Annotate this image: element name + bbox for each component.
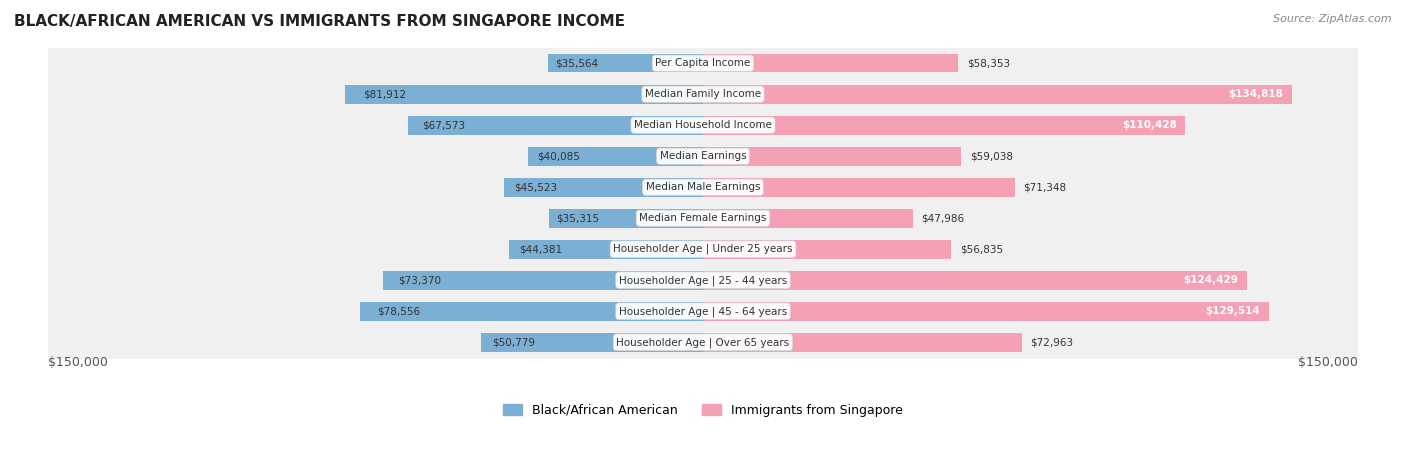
Bar: [382, 271, 703, 290]
Text: $45,523: $45,523: [515, 182, 557, 192]
Text: $35,315: $35,315: [557, 213, 599, 223]
Text: Householder Age | Under 25 years: Householder Age | Under 25 years: [613, 244, 793, 255]
Text: $72,963: $72,963: [1031, 337, 1074, 347]
Text: $124,429: $124,429: [1182, 275, 1237, 285]
Text: $134,818: $134,818: [1229, 89, 1284, 99]
Text: $71,348: $71,348: [1024, 182, 1067, 192]
Text: Median Household Income: Median Household Income: [634, 120, 772, 130]
Text: $40,085: $40,085: [537, 151, 579, 161]
Bar: [505, 178, 703, 197]
Bar: [481, 333, 703, 352]
Text: Source: ZipAtlas.com: Source: ZipAtlas.com: [1274, 14, 1392, 24]
Bar: [360, 302, 703, 320]
Text: $58,353: $58,353: [967, 58, 1010, 68]
Text: $47,986: $47,986: [921, 213, 965, 223]
Bar: [527, 147, 703, 165]
Bar: [48, 108, 1358, 142]
Bar: [48, 140, 1358, 173]
Bar: [509, 240, 703, 259]
Text: $44,381: $44,381: [519, 244, 562, 254]
Bar: [703, 116, 1185, 134]
Bar: [703, 209, 912, 227]
Bar: [703, 240, 952, 259]
Text: $56,835: $56,835: [960, 244, 1002, 254]
Bar: [48, 295, 1358, 328]
Bar: [703, 271, 1247, 290]
Text: Median Earnings: Median Earnings: [659, 151, 747, 161]
Bar: [48, 325, 1358, 359]
Text: BLACK/AFRICAN AMERICAN VS IMMIGRANTS FROM SINGAPORE INCOME: BLACK/AFRICAN AMERICAN VS IMMIGRANTS FRO…: [14, 14, 626, 29]
Legend: Black/African American, Immigrants from Singapore: Black/African American, Immigrants from …: [498, 399, 908, 422]
Bar: [703, 178, 1015, 197]
Text: $150,000: $150,000: [48, 356, 108, 368]
Bar: [48, 170, 1358, 204]
Text: $73,370: $73,370: [398, 275, 441, 285]
Bar: [548, 54, 703, 72]
Bar: [48, 78, 1358, 111]
Text: $67,573: $67,573: [423, 120, 465, 130]
Bar: [346, 85, 703, 104]
Text: Householder Age | 45 - 64 years: Householder Age | 45 - 64 years: [619, 306, 787, 317]
Bar: [48, 233, 1358, 266]
Text: Median Family Income: Median Family Income: [645, 89, 761, 99]
Bar: [408, 116, 703, 134]
Text: $129,514: $129,514: [1205, 306, 1260, 316]
Bar: [703, 333, 1022, 352]
Text: Householder Age | 25 - 44 years: Householder Age | 25 - 44 years: [619, 275, 787, 285]
Bar: [48, 201, 1358, 235]
Text: $50,779: $50,779: [492, 337, 536, 347]
Bar: [703, 85, 1292, 104]
Text: Median Female Earnings: Median Female Earnings: [640, 213, 766, 223]
Bar: [48, 263, 1358, 297]
Text: Median Male Earnings: Median Male Earnings: [645, 182, 761, 192]
Bar: [703, 147, 960, 165]
Text: $110,428: $110,428: [1122, 120, 1177, 130]
Text: $81,912: $81,912: [363, 89, 406, 99]
Bar: [48, 46, 1358, 80]
Bar: [703, 302, 1268, 320]
Bar: [548, 209, 703, 227]
Text: $59,038: $59,038: [970, 151, 1012, 161]
Bar: [703, 54, 957, 72]
Text: $150,000: $150,000: [1298, 356, 1358, 368]
Text: Per Capita Income: Per Capita Income: [655, 58, 751, 68]
Text: $78,556: $78,556: [377, 306, 420, 316]
Text: $35,564: $35,564: [555, 58, 599, 68]
Text: Householder Age | Over 65 years: Householder Age | Over 65 years: [616, 337, 790, 347]
